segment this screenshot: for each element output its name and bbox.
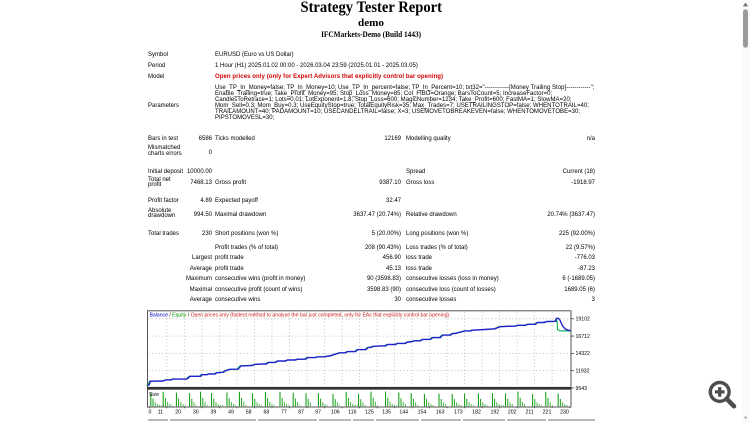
svg-text:68: 68 <box>263 410 269 416</box>
svg-text:Size: Size <box>149 392 159 398</box>
svg-text:49: 49 <box>228 410 234 416</box>
svg-text:14322: 14322 <box>576 351 591 357</box>
svg-text:163: 163 <box>436 410 445 416</box>
svg-text:125: 125 <box>365 410 374 416</box>
svg-text:58: 58 <box>246 410 252 416</box>
svg-text:230: 230 <box>560 410 569 416</box>
svg-text:135: 135 <box>382 410 391 416</box>
svg-text:77: 77 <box>281 410 287 416</box>
svg-text:192: 192 <box>490 410 499 416</box>
svg-text:19102: 19102 <box>576 317 591 323</box>
svg-text:144: 144 <box>399 410 408 416</box>
svg-text:202: 202 <box>508 410 517 416</box>
svg-text:0: 0 <box>149 410 152 416</box>
svg-text:16712: 16712 <box>576 334 591 340</box>
svg-text:97: 97 <box>315 410 321 416</box>
svg-text:211: 211 <box>525 410 533 416</box>
svg-text:106: 106 <box>331 410 340 416</box>
svg-text:221: 221 <box>543 410 552 416</box>
svg-text:116: 116 <box>348 410 356 416</box>
svg-text:182: 182 <box>472 410 481 416</box>
svg-text:173: 173 <box>454 410 463 416</box>
svg-text:11: 11 <box>158 410 163 416</box>
svg-text:11932: 11932 <box>576 369 590 375</box>
svg-text:39: 39 <box>210 410 216 416</box>
svg-text:87: 87 <box>298 410 304 416</box>
svg-text:20: 20 <box>175 410 181 416</box>
svg-text:Balance / Equity / Open prices: Balance / Equity / Open prices only (fas… <box>150 312 450 318</box>
svg-text:9543: 9543 <box>576 386 588 392</box>
svg-text:30: 30 <box>193 410 199 416</box>
svg-text:154: 154 <box>418 410 427 416</box>
